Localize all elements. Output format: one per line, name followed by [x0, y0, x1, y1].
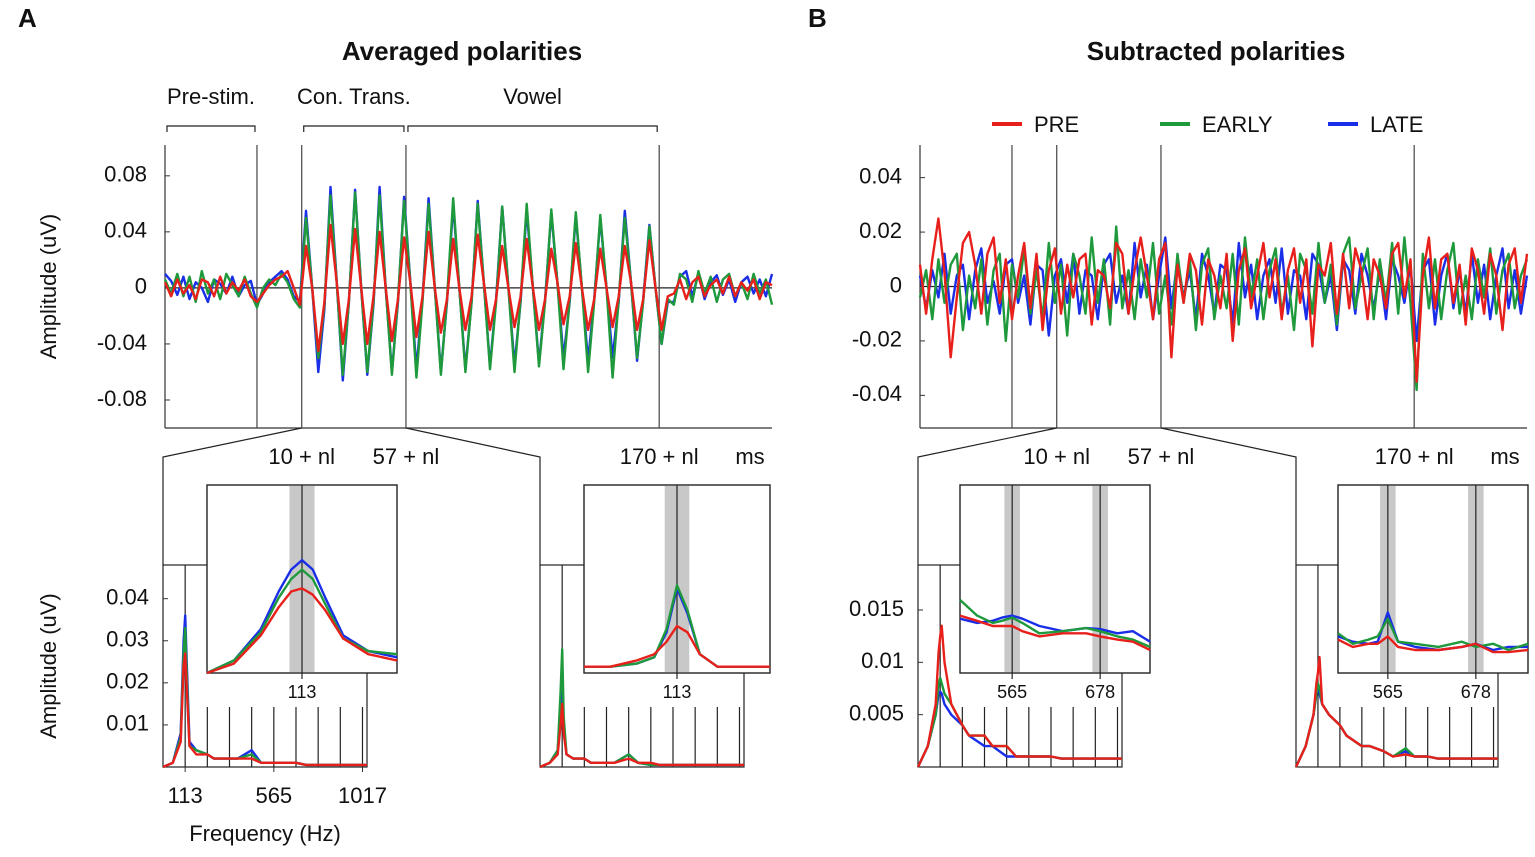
spectrum-line	[539, 702, 744, 769]
y-tick-label: 0.01	[106, 711, 149, 736]
marker-label: 57 + nl	[373, 444, 440, 469]
inset-line	[959, 614, 1151, 643]
inset-line	[1337, 617, 1529, 652]
series-line	[163, 191, 774, 379]
segment-label: Pre-stim.	[167, 84, 255, 109]
time-unit: ms	[735, 444, 764, 469]
y-tick-label: 0.04	[859, 163, 902, 188]
spectrum-line	[539, 681, 744, 769]
inset-line	[206, 587, 398, 675]
inset-line	[959, 599, 1151, 649]
x-axis-label: Frequency (Hz)	[189, 821, 341, 846]
y-tick-label: 0.01	[861, 648, 904, 673]
spectrum-line	[1294, 655, 1498, 768]
panel-label: A	[18, 3, 37, 33]
y-tick-label: 0.04	[104, 218, 147, 243]
inset-tick-label: 678	[1085, 682, 1115, 702]
y-tick-label: -0.04	[852, 381, 902, 406]
series-line	[163, 223, 773, 353]
x-tick-label: 113	[168, 783, 203, 808]
inset-frame	[959, 484, 1151, 674]
segment-bracket	[407, 125, 658, 132]
inset-tick-label: 565	[997, 682, 1027, 702]
time-unit: ms	[1490, 444, 1519, 469]
inset-tick-label: 678	[1461, 682, 1491, 702]
x-tick-label: 1017	[338, 783, 387, 808]
chart-title: Subtracted polarities	[1087, 36, 1346, 66]
y-tick-label: 0.015	[849, 596, 904, 621]
legend-label: PRE	[1034, 112, 1079, 137]
series-line	[918, 225, 1529, 392]
series-line	[918, 236, 1529, 343]
inset-tick-label: 113	[288, 682, 317, 702]
zoom-connector	[405, 427, 541, 565]
segment-bracket	[166, 125, 256, 132]
zoom-connector	[917, 427, 1057, 565]
zoom-connector	[1160, 427, 1297, 565]
segment-bracket	[303, 125, 405, 132]
marker-label: 10 + nl	[268, 444, 335, 469]
y-tick-label: 0	[135, 274, 147, 299]
marker-label: 170 + nl	[620, 444, 699, 469]
segment-label: Vowel	[503, 84, 562, 109]
y-axis-label: Amplitude (uV)	[36, 214, 61, 360]
spectrum-line	[916, 624, 1122, 768]
y-tick-label: 0.02	[106, 669, 149, 694]
y-tick-label: 0.04	[106, 584, 149, 609]
y-tick-label: -0.04	[97, 330, 147, 355]
y-tick-label: 0.005	[849, 700, 904, 725]
y-tick-label: -0.08	[97, 386, 147, 411]
inset-frame	[1337, 484, 1529, 674]
inset-line	[959, 614, 1151, 652]
inset-line	[584, 624, 770, 668]
x-tick-label: 565	[255, 783, 292, 808]
y-tick-label: 0.03	[106, 627, 149, 652]
inset-tick-label: 113	[663, 682, 692, 702]
y-axis-label: Amplitude (uV)	[36, 593, 61, 739]
y-tick-label: 0.02	[859, 218, 902, 243]
marker-label: 57 + nl	[1128, 444, 1195, 469]
y-tick-label: 0	[890, 272, 902, 297]
spectrum-line	[162, 652, 367, 769]
segment-label: Con. Trans.	[297, 84, 411, 109]
y-tick-label: 0.08	[104, 162, 147, 187]
legend-label: LATE	[1370, 112, 1423, 137]
zoom-connector	[162, 427, 302, 565]
chart-title: Averaged polarities	[342, 36, 582, 66]
marker-label: 10 + nl	[1023, 444, 1090, 469]
marker-label: 170 + nl	[1375, 444, 1454, 469]
legend-label: EARLY	[1202, 112, 1273, 137]
inset-tick-label: 565	[1373, 682, 1403, 702]
series-line	[918, 217, 1529, 383]
y-tick-label: -0.02	[852, 327, 902, 352]
panel-label: B	[808, 3, 827, 33]
inset-line	[1337, 635, 1529, 654]
inset-line	[206, 559, 398, 675]
